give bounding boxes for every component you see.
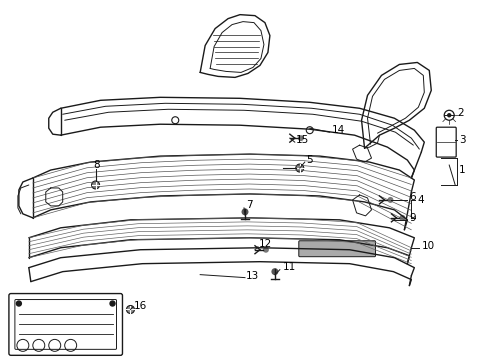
Text: 5: 5 bbox=[306, 155, 313, 165]
Text: 3: 3 bbox=[459, 135, 466, 145]
Circle shape bbox=[296, 164, 304, 172]
Circle shape bbox=[271, 268, 278, 275]
Circle shape bbox=[263, 247, 269, 253]
Text: 12: 12 bbox=[259, 239, 272, 249]
Text: 9: 9 bbox=[409, 213, 416, 223]
Text: 6: 6 bbox=[409, 192, 416, 202]
Text: 13: 13 bbox=[246, 271, 259, 281]
Text: 10: 10 bbox=[421, 241, 435, 251]
Text: 2: 2 bbox=[457, 108, 464, 118]
Circle shape bbox=[399, 215, 405, 221]
Text: 16: 16 bbox=[133, 301, 147, 311]
Text: 1: 1 bbox=[459, 165, 466, 175]
Circle shape bbox=[92, 181, 99, 189]
Text: 7: 7 bbox=[246, 200, 253, 210]
Circle shape bbox=[16, 301, 22, 306]
Circle shape bbox=[298, 135, 304, 141]
Circle shape bbox=[448, 114, 451, 117]
Circle shape bbox=[110, 301, 115, 306]
Text: 15: 15 bbox=[296, 135, 309, 145]
Circle shape bbox=[388, 197, 393, 203]
Circle shape bbox=[242, 208, 248, 215]
Text: 14: 14 bbox=[332, 125, 345, 135]
Circle shape bbox=[126, 306, 134, 314]
FancyBboxPatch shape bbox=[299, 241, 375, 257]
Text: 4: 4 bbox=[417, 195, 424, 205]
Text: 11: 11 bbox=[283, 262, 296, 272]
Text: 8: 8 bbox=[94, 160, 100, 170]
